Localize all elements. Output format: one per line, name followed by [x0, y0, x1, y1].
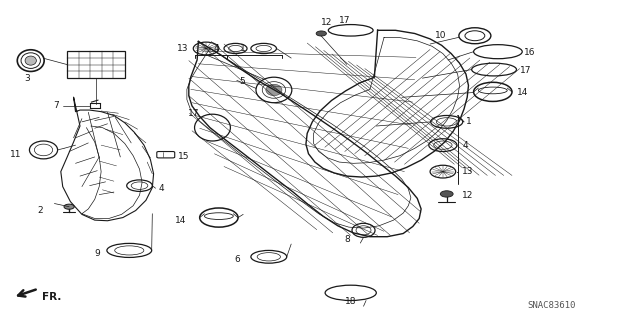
Text: 13: 13	[177, 44, 188, 53]
Text: 17: 17	[339, 16, 351, 25]
Text: 14: 14	[517, 88, 529, 97]
Text: 9: 9	[95, 249, 100, 258]
Ellipse shape	[266, 84, 282, 96]
Text: 1: 1	[466, 117, 472, 126]
Text: 3: 3	[25, 74, 30, 83]
Circle shape	[440, 191, 453, 197]
Text: 17: 17	[520, 66, 531, 75]
Text: 17: 17	[188, 109, 199, 118]
Text: 12: 12	[462, 191, 474, 200]
Text: 11: 11	[10, 150, 21, 159]
Text: 18: 18	[345, 297, 356, 306]
Text: 16: 16	[524, 48, 535, 57]
Ellipse shape	[25, 56, 36, 65]
Circle shape	[316, 31, 326, 36]
Text: 4: 4	[159, 184, 164, 193]
Text: 8: 8	[344, 235, 349, 244]
Text: FR.: FR.	[42, 292, 61, 302]
Circle shape	[64, 204, 74, 209]
Text: 4: 4	[213, 44, 219, 53]
Text: 10: 10	[435, 31, 447, 40]
Text: 2: 2	[37, 206, 43, 215]
Text: 4: 4	[462, 141, 468, 150]
Text: 14: 14	[175, 216, 186, 225]
Text: 5: 5	[239, 77, 244, 86]
Text: 12: 12	[321, 19, 333, 27]
Text: 15: 15	[178, 152, 189, 161]
Text: 6: 6	[234, 256, 239, 264]
Text: 1: 1	[240, 44, 246, 53]
Text: SNAC83610: SNAC83610	[527, 301, 576, 310]
Bar	[67, 51, 125, 78]
Text: 7: 7	[54, 101, 59, 110]
Text: 13: 13	[462, 167, 474, 176]
